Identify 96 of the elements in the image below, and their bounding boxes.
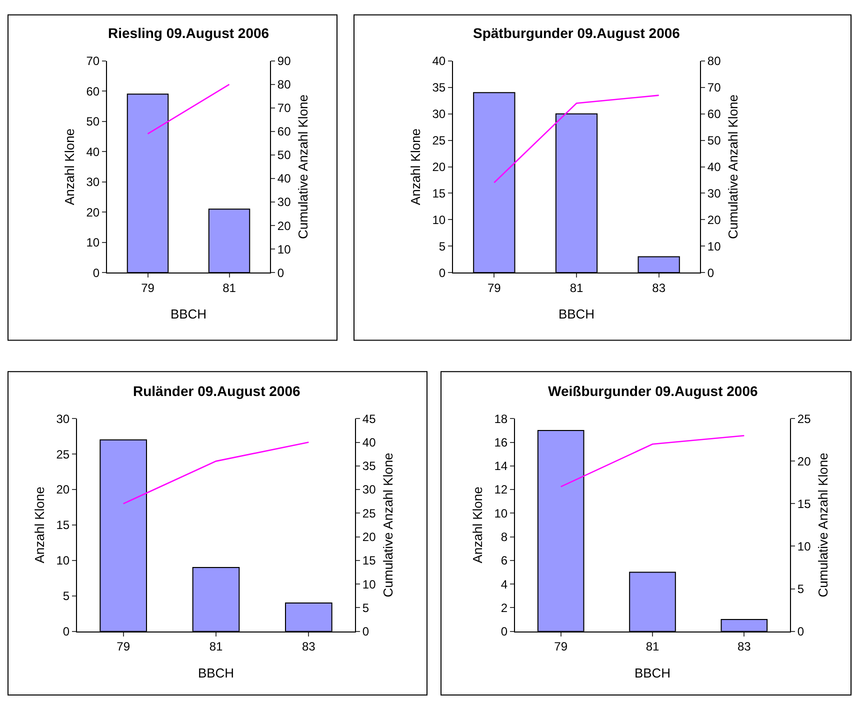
y-tick-label: 0 <box>92 266 100 280</box>
y2-tick-label: 40 <box>362 435 376 450</box>
y2-tick-label: 45 <box>362 412 376 426</box>
y-tick-label: 6 <box>500 554 508 568</box>
y2-tick-label: 70 <box>707 80 722 95</box>
chart-title: Ruländer 09.August 2006 <box>133 383 300 399</box>
y2-tick-label: 30 <box>707 186 722 200</box>
y-tick-label: 15 <box>432 186 446 200</box>
y2-tick-label: 15 <box>362 554 376 568</box>
y2-tick-label: 30 <box>277 195 292 210</box>
y2-tick-label: 0 <box>797 624 804 639</box>
y-tick-label: 10 <box>86 236 100 250</box>
x-tick-label: 83 <box>737 640 752 654</box>
y2-tick-label: 10 <box>362 577 376 592</box>
y2-axis-title: Cumulative Anzahl Klone <box>296 94 311 240</box>
chart-title: Riesling 09.August 2006 <box>108 25 270 41</box>
y2-tick-label: 5 <box>797 582 804 596</box>
x-tick-label: 83 <box>652 281 666 296</box>
x-tick-label: 79 <box>554 640 568 654</box>
y-axis-title: Anzahl Klone <box>32 486 48 564</box>
y2-tick-label: 60 <box>707 107 722 122</box>
x-tick-label: 81 <box>570 281 584 296</box>
y-tick-label: 4 <box>500 577 508 592</box>
y-tick-label: 14 <box>494 459 508 474</box>
y-tick-label: 10 <box>494 506 508 520</box>
y-tick-label: 30 <box>56 412 70 426</box>
x-tick-label: 81 <box>209 640 223 654</box>
y-tick-label: 18 <box>494 412 508 426</box>
y-tick-label: 25 <box>56 447 70 462</box>
y-tick-label: 10 <box>432 212 446 227</box>
y2-tick-label: 70 <box>277 101 292 116</box>
y-tick-label: 25 <box>432 133 446 148</box>
y2-axis-title: Cumulative Anzahl Klone <box>726 94 741 240</box>
y2-tick-label: 10 <box>277 242 292 256</box>
y-axis-title: Anzahl Klone <box>470 486 486 564</box>
y-tick-label: 0 <box>62 624 70 639</box>
x-tick-label: 81 <box>222 281 236 296</box>
y-tick-label: 60 <box>86 84 100 98</box>
y-tick-label: 0 <box>438 266 446 280</box>
y-tick-label: 5 <box>62 589 70 604</box>
y2-axis-title: Cumulative Anzahl Klone <box>380 452 396 598</box>
chart-title: Weißburgunder 09.August 2006 <box>548 383 758 399</box>
y-tick-label: 12 <box>494 482 508 497</box>
y-tick-label: 70 <box>86 54 100 68</box>
y2-tick-label: 50 <box>707 133 722 148</box>
x-axis-title: BBCH <box>634 665 671 680</box>
y2-tick-label: 60 <box>277 124 292 139</box>
y2-tick-label: 10 <box>707 239 722 254</box>
y-tick-label: 0 <box>500 624 508 639</box>
x-tick-label: 79 <box>116 640 130 654</box>
y2-tick-label: 20 <box>797 454 812 468</box>
y-tick-label: 30 <box>86 175 100 190</box>
y-tick-label: 10 <box>56 554 70 568</box>
y-tick-label: 30 <box>432 107 446 122</box>
y-tick-label: 15 <box>56 518 70 532</box>
y-tick-label: 16 <box>494 435 508 450</box>
y2-tick-label: 80 <box>277 78 292 92</box>
y2-tick-label: 90 <box>277 54 292 68</box>
y-tick-label: 20 <box>86 205 100 220</box>
y2-tick-label: 25 <box>362 506 376 520</box>
y-tick-label: 20 <box>56 482 70 497</box>
y2-tick-label: 80 <box>707 54 722 68</box>
y2-tick-label: 50 <box>277 148 292 162</box>
y2-tick-label: 25 <box>797 412 812 426</box>
y2-tick-label: 0 <box>362 624 370 639</box>
x-axis-title: BBCH <box>558 306 595 322</box>
y2-tick-label: 40 <box>277 172 292 186</box>
y-tick-label: 50 <box>86 114 100 129</box>
x-axis-title: BBCH <box>198 665 234 680</box>
x-tick-label: 81 <box>646 640 660 654</box>
y-tick-label: 20 <box>432 160 446 174</box>
y-tick-label: 35 <box>432 80 446 95</box>
y-tick-label: 2 <box>500 600 508 615</box>
x-tick-label: 79 <box>487 281 502 296</box>
y2-tick-label: 20 <box>362 530 376 544</box>
y-tick-label: 8 <box>500 530 508 544</box>
y2-tick-label: 0 <box>707 266 714 280</box>
y2-tick-label: 0 <box>277 266 284 280</box>
y2-tick-label: 20 <box>707 212 722 227</box>
x-tick-label: 83 <box>302 640 316 654</box>
y2-tick-label: 30 <box>362 482 376 497</box>
y2-tick-label: 15 <box>797 496 812 511</box>
y2-tick-label: 10 <box>797 539 812 554</box>
y2-tick-label: 40 <box>707 160 722 174</box>
y-tick-label: 40 <box>432 54 446 68</box>
x-axis-title: BBCH <box>170 306 207 322</box>
y2-tick-label: 20 <box>277 218 292 233</box>
x-tick-label: 79 <box>141 281 155 296</box>
y2-tick-label: 35 <box>362 459 376 474</box>
y-axis-title: Anzahl Klone <box>62 128 78 206</box>
y2-tick-label: 5 <box>362 600 370 615</box>
y-axis-title: Anzahl Klone <box>408 128 424 206</box>
y-tick-label: 5 <box>438 239 446 254</box>
y-tick-label: 40 <box>86 144 100 159</box>
chart-title: Spätburgunder 09.August 2006 <box>473 25 680 41</box>
y2-axis-title: Cumulative Anzahl Klone <box>816 452 831 598</box>
